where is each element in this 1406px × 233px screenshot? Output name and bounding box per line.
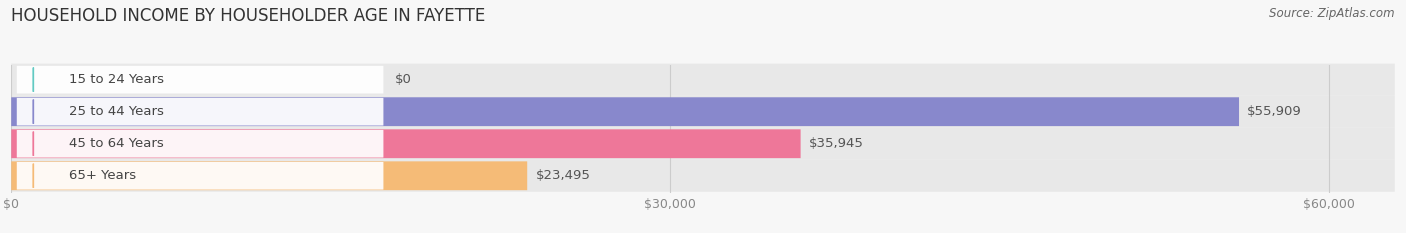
Text: $23,495: $23,495 (536, 169, 591, 182)
FancyBboxPatch shape (11, 96, 1395, 128)
FancyBboxPatch shape (11, 128, 1395, 160)
Text: 15 to 24 Years: 15 to 24 Years (69, 73, 165, 86)
FancyBboxPatch shape (17, 130, 384, 158)
Text: $55,909: $55,909 (1247, 105, 1302, 118)
FancyBboxPatch shape (17, 66, 384, 93)
FancyBboxPatch shape (11, 97, 1239, 126)
Text: 65+ Years: 65+ Years (69, 169, 136, 182)
FancyBboxPatch shape (11, 129, 800, 158)
Text: HOUSEHOLD INCOME BY HOUSEHOLDER AGE IN FAYETTE: HOUSEHOLD INCOME BY HOUSEHOLDER AGE IN F… (11, 7, 485, 25)
FancyBboxPatch shape (11, 161, 527, 190)
Text: 45 to 64 Years: 45 to 64 Years (69, 137, 165, 150)
FancyBboxPatch shape (11, 64, 1395, 96)
FancyBboxPatch shape (17, 98, 384, 126)
Text: $0: $0 (395, 73, 412, 86)
FancyBboxPatch shape (17, 162, 384, 190)
Text: $35,945: $35,945 (808, 137, 863, 150)
Text: 25 to 44 Years: 25 to 44 Years (69, 105, 165, 118)
Text: Source: ZipAtlas.com: Source: ZipAtlas.com (1270, 7, 1395, 20)
FancyBboxPatch shape (11, 160, 1395, 192)
